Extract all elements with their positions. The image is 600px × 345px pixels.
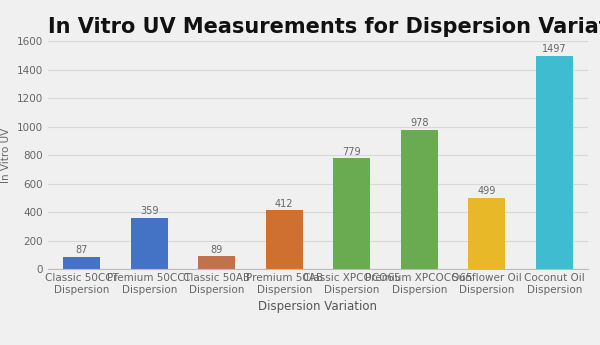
- Text: 412: 412: [275, 199, 293, 209]
- Bar: [63, 257, 100, 269]
- Bar: [401, 130, 438, 269]
- Bar: [131, 218, 168, 269]
- X-axis label: Dispersion Variation: Dispersion Variation: [259, 300, 377, 313]
- Text: 1497: 1497: [542, 45, 566, 55]
- Text: 87: 87: [76, 245, 88, 255]
- Bar: [333, 158, 370, 269]
- Text: 779: 779: [343, 147, 361, 157]
- Text: 89: 89: [211, 245, 223, 255]
- Bar: [266, 210, 303, 269]
- Text: 359: 359: [140, 206, 158, 216]
- Bar: [468, 198, 505, 269]
- Bar: [536, 56, 573, 269]
- Text: 978: 978: [410, 118, 428, 128]
- Bar: [198, 256, 235, 269]
- Text: 499: 499: [478, 186, 496, 196]
- Y-axis label: In Vitro UV: In Vitro UV: [1, 128, 11, 183]
- Text: In Vitro UV Measurements for Dispersion Variations: In Vitro UV Measurements for Dispersion …: [48, 17, 600, 37]
